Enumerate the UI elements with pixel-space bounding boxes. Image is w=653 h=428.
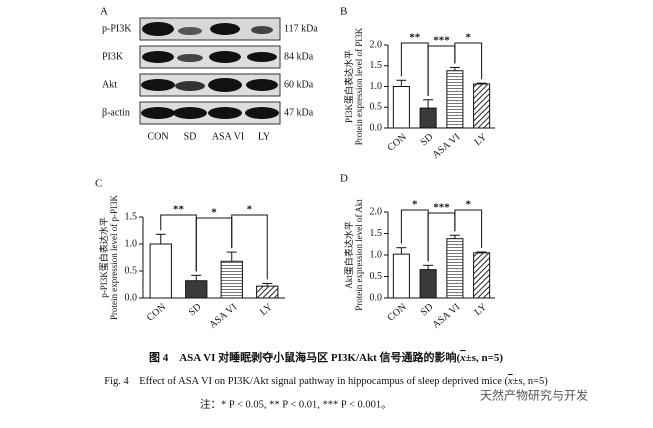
y-tick-label: 0.0 (370, 292, 383, 303)
x-tick-label: SD (419, 132, 436, 149)
y-tick-label: 0.5 (370, 102, 383, 113)
significance-bracket (454, 42, 483, 80)
y-tick-label: 2.0 (370, 206, 383, 217)
x-tick-label: ASA VI (207, 302, 239, 331)
caption-cn: 图 4 ASA VI 对睡眠剥夺小鼠海马区 PI3K/Akt 信号通路的影响(x… (149, 350, 503, 364)
y-label-cn: Akt蛋白表达水平 (343, 221, 354, 289)
bar (419, 269, 437, 299)
panel-label: B (340, 6, 347, 18)
y-label: Protein expression level of Akt (354, 199, 364, 311)
y-tick-label: 1.0 (370, 81, 383, 92)
bar (473, 83, 491, 129)
lane-label: ASA VI (212, 131, 244, 142)
significance-label: ** (409, 32, 421, 44)
x-tick-label: ASA VI (430, 132, 462, 161)
bar (392, 253, 410, 299)
significance-label: * (466, 199, 472, 211)
row-size: 84 kDa (284, 51, 314, 62)
y-tick-label: 1.0 (125, 238, 138, 249)
panel-label: C (95, 178, 102, 190)
y-tick-label: 0.5 (370, 271, 383, 282)
bar (256, 285, 279, 299)
panel-label: D (340, 173, 348, 185)
caption-part: x (507, 376, 513, 387)
bar (392, 86, 410, 129)
watermark: 天然产物研究与开发 (480, 388, 588, 403)
significance-label: ** (173, 204, 185, 216)
significance-label: *** (433, 35, 450, 47)
row-name: Akt (102, 79, 117, 90)
y-tick-label: 0.5 (125, 265, 138, 276)
row-size: 117 kDa (284, 23, 318, 34)
y-tick-label: 0.0 (370, 122, 383, 133)
y-label-cn: PI3K蛋白表达水平 (343, 50, 354, 123)
lane-label: CON (147, 131, 168, 142)
caption-part: x (459, 352, 466, 364)
bar (419, 107, 437, 129)
x-tick-label: CON (145, 302, 168, 324)
caption-part: ±s, n=5) (466, 352, 504, 364)
bands (141, 22, 279, 119)
significance-label: * (247, 204, 253, 216)
caption-part: 图 4 ASA VI 对睡眠剥夺小鼠海马区 PI3K/Akt 信号通路的影响( (149, 350, 461, 364)
caption-part: ±s, n=5) (513, 376, 549, 387)
bar (220, 260, 243, 299)
blot-panel: A p-PI3K PI3K Akt β-actin 117 kDa 84 kDa… (100, 6, 318, 143)
significance-label: * (466, 32, 472, 44)
x-tick-label: CON (386, 302, 409, 324)
row-name: p-PI3K (102, 23, 132, 34)
significance-label: * (211, 207, 217, 219)
caption-part: Fig. 4 Effect of ASA VI on PI3K/Akt sign… (104, 376, 508, 387)
x-tick-label: LY (258, 302, 275, 318)
row-name: PI3K (102, 51, 124, 62)
significance-bracket (231, 214, 268, 280)
x-tick-label: LY (473, 132, 490, 148)
lane-label: LY (258, 131, 270, 142)
x-tick-label: LY (473, 302, 490, 318)
y-label: Protein expression level of PI3K (354, 27, 364, 145)
significance-bracket (454, 209, 483, 248)
lane-label: SD (184, 131, 197, 142)
row-name: β-actin (102, 107, 130, 118)
x-tick-label: CON (386, 132, 409, 154)
bar (446, 238, 464, 299)
y-tick-label: 0.0 (125, 292, 138, 303)
caption-note: 注：* P < 0.05, ** P < 0.01, *** P < 0.001… (200, 397, 392, 410)
y-tick-label: 1.5 (370, 60, 383, 71)
bar (473, 252, 491, 299)
significance-label: *** (433, 202, 450, 214)
panel-label: A (100, 6, 108, 18)
y-label: Protein expression level of p-PI3K (109, 195, 119, 320)
bar (149, 243, 172, 299)
y-tick-label: 1.0 (370, 249, 383, 260)
caption-en: Fig. 4 Effect of ASA VI on PI3K/Akt sign… (104, 376, 548, 387)
x-tick-label: SD (187, 302, 204, 319)
x-tick-label: SD (419, 302, 436, 319)
significance-bracket (400, 209, 429, 262)
row-size: 47 kDa (284, 107, 314, 118)
row-size: 60 kDa (284, 79, 314, 90)
x-tick-label: ASA VI (430, 302, 462, 331)
y-label-cn: p-PI3K蛋白表达水平 (98, 217, 109, 298)
significance-label: * (412, 199, 418, 211)
bar (185, 280, 208, 299)
y-tick-label: 1.5 (125, 211, 138, 222)
y-tick-label: 1.5 (370, 228, 383, 239)
y-tick-label: 2.0 (370, 39, 383, 50)
bar (446, 70, 464, 129)
